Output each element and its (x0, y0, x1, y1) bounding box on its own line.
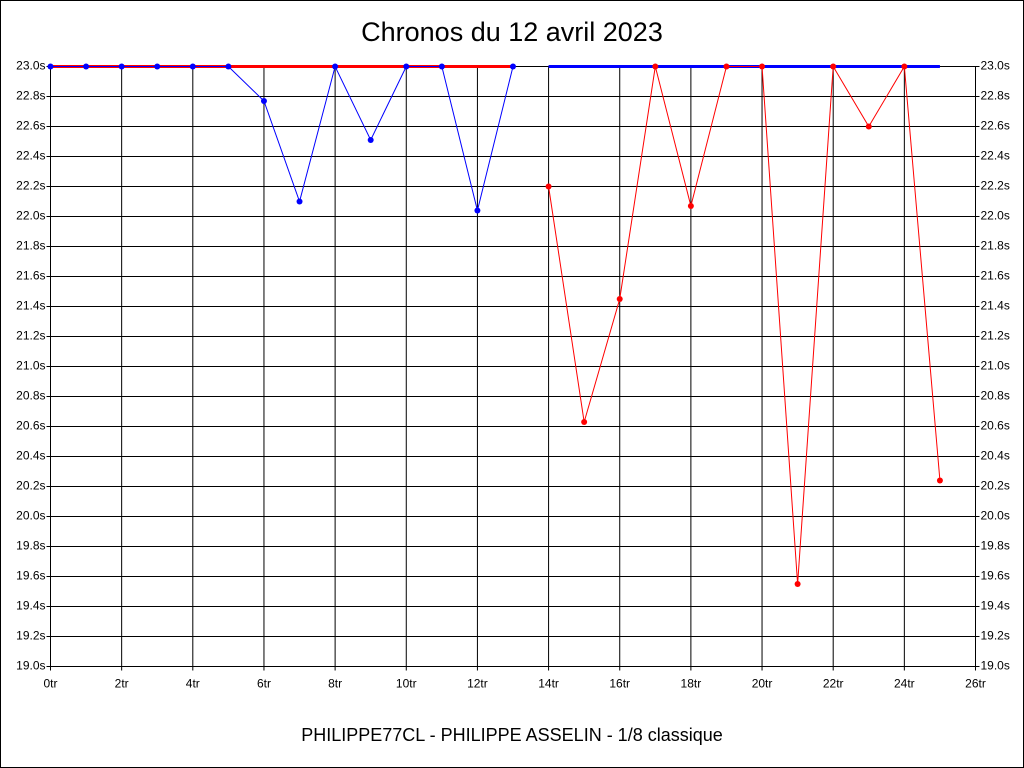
y-tick-label: 19.2s (16, 629, 45, 643)
point (367, 137, 374, 143)
y2-tick-label: 21.6s (981, 269, 1010, 283)
x-tick-label: 24tr (894, 677, 915, 691)
point (616, 296, 623, 302)
y2-tick-label: 22.2s (981, 179, 1010, 193)
y2-tick-label: 21.4s (981, 299, 1010, 313)
x-tick-label: 22tr (823, 677, 844, 691)
y-tick-label: 22.6s (16, 119, 45, 133)
chart-title: Chronos du 12 avril 2023 (361, 17, 663, 47)
y-tick-label: 20.0s (16, 509, 45, 523)
y2-tick-label: 19.6s (981, 569, 1010, 583)
y2-tick-label: 19.2s (981, 629, 1010, 643)
y-tick-label: 19.4s (16, 599, 45, 613)
y2-tick-label: 21.2s (981, 329, 1010, 343)
x-tick-label: 0tr (43, 677, 57, 691)
y-tick-label: 21.6s (16, 269, 45, 283)
y-tick-label: 20.6s (16, 419, 45, 433)
point (403, 63, 410, 70)
point (332, 63, 339, 70)
y-tick-label: 22.2s (16, 179, 45, 193)
x-tick-label: 18tr (681, 677, 702, 691)
y-tick-label: 21.0s (16, 359, 45, 373)
point (296, 198, 303, 205)
y2-tick-label: 22.0s (981, 209, 1010, 223)
point (830, 63, 837, 70)
y-tick-label: 22.0s (16, 209, 45, 223)
point (189, 63, 196, 70)
y2-tick-label: 21.8s (981, 239, 1010, 253)
y2-tick-label: 19.4s (981, 599, 1010, 613)
x-tick-label: 6tr (257, 677, 271, 691)
y-tick-label: 19.6s (16, 569, 45, 583)
y2-tick-label: 19.0s (981, 659, 1010, 673)
point (474, 207, 481, 214)
point (154, 63, 161, 70)
chart-subtitle: PHILIPPE77CL - PHILIPPE ASSELIN - 1/8 cl… (301, 725, 723, 745)
point (936, 477, 943, 484)
x-tick-label: 20tr (752, 677, 773, 691)
point (794, 581, 801, 587)
point (901, 63, 908, 70)
y-tick-label: 23.0s (16, 59, 45, 73)
point (438, 63, 445, 70)
y2-tick-label: 19.8s (981, 539, 1010, 553)
x-tick-label: 12tr (467, 677, 488, 691)
x-tick-label: 26tr (965, 677, 986, 691)
y-tick-label: 20.2s (16, 479, 45, 493)
point (652, 63, 659, 70)
point (581, 419, 588, 425)
y2-tick-label: 23.0s (981, 59, 1010, 73)
data-line (50, 65, 514, 211)
point (759, 63, 766, 70)
y2-tick-label: 22.6s (981, 119, 1010, 133)
data-line (548, 64, 941, 585)
y-tick-label: 21.2s (16, 329, 45, 343)
point (225, 63, 232, 70)
y2-tick-label: 21.0s (981, 359, 1010, 373)
y2-tick-label: 22.4s (981, 149, 1010, 163)
point (260, 98, 267, 104)
point (545, 183, 552, 190)
y2-tick-label: 20.0s (981, 509, 1010, 523)
x-tick-label: 4tr (186, 677, 200, 691)
point (118, 63, 125, 70)
x-tick-label: 2tr (115, 677, 129, 691)
point (510, 63, 516, 70)
x-tick-label: 8tr (328, 677, 342, 691)
y2-tick-label: 20.2s (981, 479, 1010, 493)
y2-tick-label: 20.6s (981, 419, 1010, 433)
y-tick-label: 21.4s (16, 299, 45, 313)
x-tick-label: 10tr (396, 677, 417, 691)
y-tick-label: 22.8s (16, 89, 45, 103)
point (687, 203, 694, 209)
y-tick-label: 22.4s (16, 149, 45, 163)
point (47, 63, 54, 70)
x-tick-label: 14tr (538, 677, 559, 691)
y2-tick-label: 20.4s (981, 449, 1010, 463)
point (723, 63, 730, 70)
y-tick-label: 19.0s (16, 659, 45, 673)
y-tick-label: 20.4s (16, 449, 45, 463)
point (865, 123, 872, 130)
y-tick-label: 21.8s (16, 239, 45, 253)
x-tick-label: 16tr (609, 677, 630, 691)
y2-tick-label: 20.8s (981, 389, 1010, 403)
y-tick-label: 20.8s (16, 389, 45, 403)
point (83, 63, 90, 70)
y2-tick-label: 22.8s (981, 89, 1010, 103)
y-tick-label: 19.8s (16, 539, 45, 553)
